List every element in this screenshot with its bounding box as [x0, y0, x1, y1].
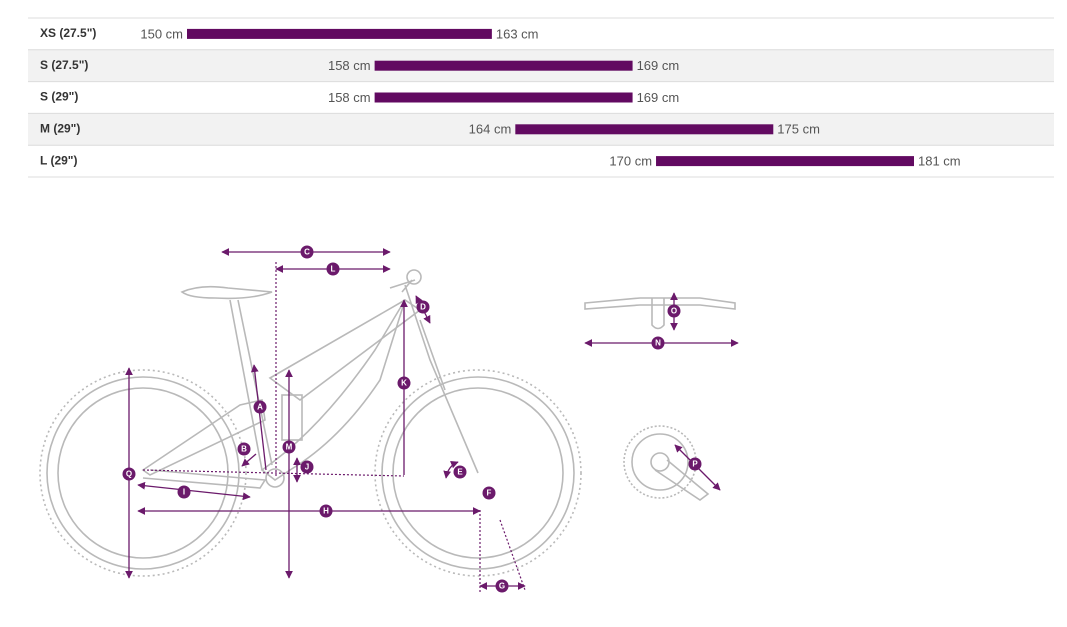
size-label: S (29") [40, 90, 78, 104]
dim-line [241, 453, 257, 467]
top-tube [268, 299, 422, 401]
dimension-letter: D [420, 303, 426, 312]
chainring [623, 425, 697, 499]
range-bar [374, 92, 633, 103]
dimension-labels: C L D K A B M J Q I H E F G O N P [122, 245, 702, 593]
dimension-letter: A [257, 403, 263, 412]
size-label: L (29") [40, 153, 77, 167]
size-table: XS (27.5") 150 cm 163 cm S (27.5") 158 cm 169… [28, 17, 1054, 178]
label-badge [326, 262, 340, 276]
dimension-letter: N [655, 339, 661, 348]
dimension-letter: H [323, 507, 329, 516]
shock [281, 394, 303, 441]
dimension-letter: Q [126, 470, 132, 479]
handlebar [584, 297, 736, 310]
label-badge [177, 485, 191, 499]
dimension-letter: P [692, 460, 698, 469]
range-high-label: 169 cm [637, 58, 680, 73]
label-badge [416, 300, 430, 314]
range-bar [515, 124, 774, 135]
range-low-label: 158 cm [328, 90, 371, 105]
dimension-letter: J [305, 463, 309, 472]
seat-tube [229, 299, 273, 471]
label-badge [122, 467, 136, 481]
label-badge [253, 400, 267, 414]
range-high-label: 181 cm [918, 154, 961, 169]
range-low-label: 170 cm [609, 154, 652, 169]
label-badge [453, 465, 467, 479]
bike-drawing [39, 248, 739, 592]
dim-arc [443, 460, 459, 479]
front-tire-edge [381, 376, 575, 570]
label-badge [300, 460, 314, 474]
range-bar [187, 28, 492, 39]
range-bar [656, 156, 914, 167]
dim-line [250, 364, 267, 471]
chainring-inner [631, 433, 689, 491]
range-bar [374, 60, 633, 71]
bar [389, 279, 416, 289]
dimension-letter: K [401, 379, 407, 388]
front-rim [392, 387, 564, 559]
dimension-letter: G [499, 582, 505, 591]
label-badge [397, 376, 411, 390]
label-badge [300, 245, 314, 259]
label-badge [282, 440, 296, 454]
rear-tire-edge [46, 376, 240, 570]
dim-guide [142, 469, 405, 477]
dim-line [137, 481, 251, 501]
size-label: M (29") [40, 121, 80, 135]
dimension-letter: E [457, 468, 463, 477]
label-badge [237, 442, 251, 456]
rear-tire [39, 369, 247, 577]
label-badge [688, 457, 702, 471]
label-badge [495, 579, 509, 593]
down-tube [260, 299, 406, 481]
range-low-label: 164 cm [469, 122, 512, 137]
dimension-letter: C [304, 248, 310, 257]
dimension-letter: F [487, 489, 492, 498]
dimension-letter: M [286, 443, 293, 452]
spindle [650, 452, 670, 472]
bottom-bracket [265, 468, 285, 488]
handlebar-stem [651, 298, 665, 330]
size-label: XS (27.5") [40, 26, 96, 40]
saddle [180, 285, 273, 300]
range-low-label: 150 cm [140, 26, 183, 41]
label-badge [319, 504, 333, 518]
seat-stay [141, 399, 266, 476]
dimension-letter: L [331, 265, 336, 274]
dimension-letter: O [671, 307, 677, 316]
dimension-letter: B [241, 445, 247, 454]
size-label: S (27.5") [40, 58, 88, 72]
dimension-letter: I [183, 488, 185, 497]
dim-guide [499, 519, 526, 591]
label-badge [651, 336, 665, 350]
rear-rim [57, 387, 229, 559]
label-badge [482, 486, 496, 500]
range-high-label: 169 cm [637, 90, 680, 105]
stem [406, 269, 422, 285]
range-high-label: 163 cm [496, 26, 539, 41]
fork [401, 279, 479, 474]
front-tire [374, 369, 582, 577]
range-low-label: 158 cm [328, 58, 371, 73]
label-badge [667, 304, 681, 318]
range-high-label: 175 cm [777, 122, 820, 137]
